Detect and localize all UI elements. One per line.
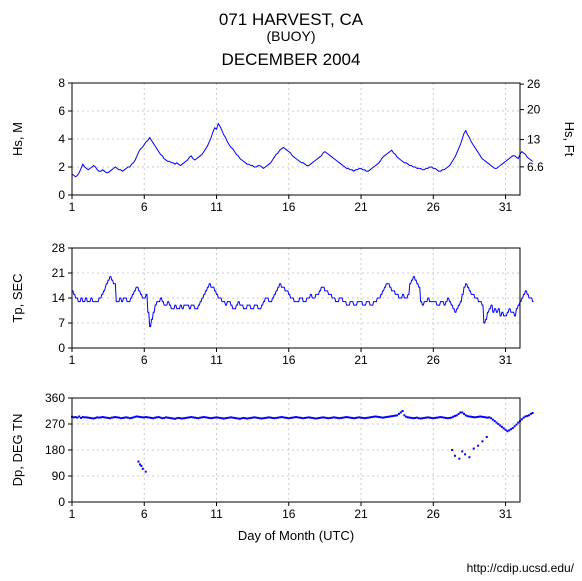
svg-text:20: 20 xyxy=(527,103,541,117)
svg-text:0: 0 xyxy=(58,495,65,509)
svg-text:180: 180 xyxy=(45,443,65,457)
svg-text:11: 11 xyxy=(210,507,223,521)
period-title: DECEMBER 2004 xyxy=(0,50,582,70)
svg-text:360: 360 xyxy=(45,391,65,405)
svg-text:4: 4 xyxy=(58,132,65,146)
svg-text:26: 26 xyxy=(427,200,441,214)
svg-text:2: 2 xyxy=(58,160,65,174)
panel-dp: 090180270360161116212631Dp, DEG TNDay of… xyxy=(0,390,582,555)
svg-text:13: 13 xyxy=(527,133,541,147)
svg-text:6: 6 xyxy=(141,353,148,367)
svg-text:31: 31 xyxy=(499,353,513,367)
svg-text:16: 16 xyxy=(282,507,296,521)
svg-text:21: 21 xyxy=(354,507,368,521)
svg-text:11: 11 xyxy=(210,200,223,214)
svg-text:1: 1 xyxy=(69,353,76,367)
svg-text:11: 11 xyxy=(210,353,223,367)
svg-text:31: 31 xyxy=(499,200,513,214)
svg-text:26: 26 xyxy=(427,353,441,367)
svg-text:8: 8 xyxy=(58,76,65,90)
svg-text:16: 16 xyxy=(282,353,296,367)
source-url: http://cdip.ucsd.edu/ xyxy=(467,561,574,575)
svg-text:1: 1 xyxy=(69,507,76,521)
svg-text:6: 6 xyxy=(58,104,65,118)
figure-container: 071 HARVEST, CA (BUOY) DECEMBER 2004 0 2 4… xyxy=(0,0,582,581)
svg-text:1: 1 xyxy=(69,200,76,214)
svg-text:270: 270 xyxy=(45,417,65,431)
station-title: 071 HARVEST, CA xyxy=(0,10,582,30)
svg-text:90: 90 xyxy=(52,469,66,483)
svg-text:21: 21 xyxy=(52,266,66,280)
title-block: 071 HARVEST, CA (BUOY) DECEMBER 2004 xyxy=(0,0,582,70)
svg-text:26: 26 xyxy=(427,507,441,521)
svg-text:Hs, M: Hs, M xyxy=(10,122,25,156)
svg-text:7: 7 xyxy=(58,316,65,330)
svg-text:21: 21 xyxy=(354,353,368,367)
station-type: (BUOY) xyxy=(0,28,582,44)
svg-text:28: 28 xyxy=(52,241,66,255)
svg-text:21: 21 xyxy=(354,200,368,214)
svg-text:6: 6 xyxy=(141,200,148,214)
panel-tp: 07142128161116212631Tp, SEC xyxy=(0,240,582,375)
svg-text:0: 0 xyxy=(58,188,65,202)
panel-hs: 024681611162126316.6132026Hs, FtHs, M xyxy=(0,75,582,225)
svg-text:26: 26 xyxy=(527,77,541,91)
svg-text:0: 0 xyxy=(58,341,65,355)
svg-text:Hs, Ft: Hs, Ft xyxy=(562,122,577,157)
svg-text:14: 14 xyxy=(52,291,66,305)
svg-text:6: 6 xyxy=(141,507,148,521)
svg-text:Dp, DEG TN: Dp, DEG TN xyxy=(10,414,25,487)
svg-text:Day of Month (UTC): Day of Month (UTC) xyxy=(238,528,354,543)
svg-text:6.6: 6.6 xyxy=(527,160,544,174)
svg-text:Tp, SEC: Tp, SEC xyxy=(10,273,25,322)
svg-text:16: 16 xyxy=(282,200,296,214)
svg-text:31: 31 xyxy=(499,507,513,521)
